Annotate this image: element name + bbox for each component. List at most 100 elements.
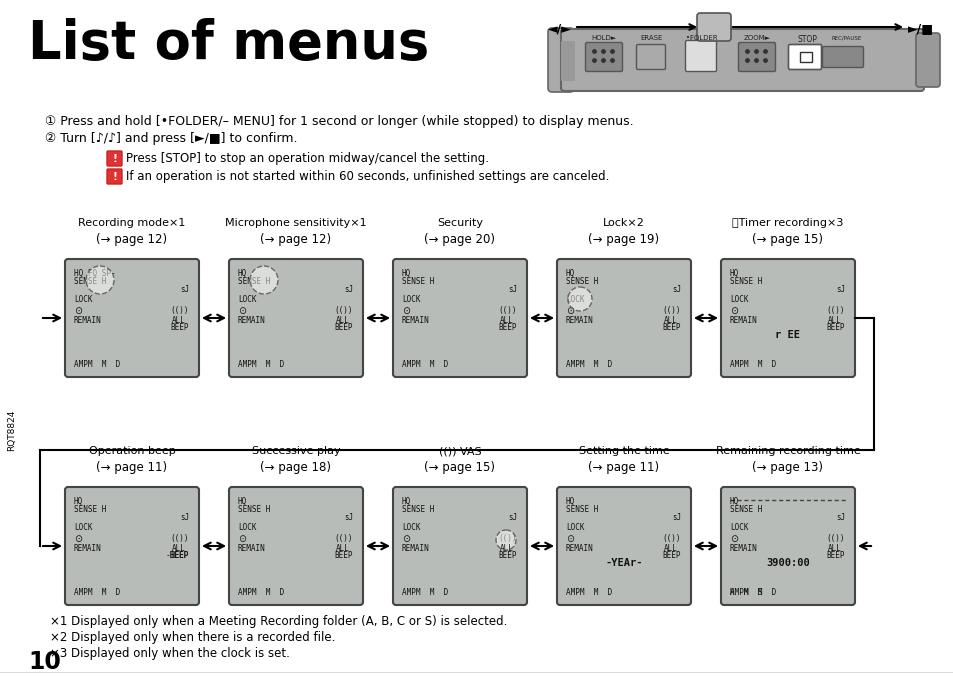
Circle shape: [567, 287, 592, 311]
Text: AMPM  M  D: AMPM M D: [401, 360, 448, 369]
Text: 10: 10: [28, 650, 61, 674]
Circle shape: [496, 530, 516, 550]
Text: ⊙: ⊙: [74, 534, 82, 544]
Text: AMPM  M  D: AMPM M D: [237, 588, 284, 597]
Text: ALL: ALL: [663, 544, 678, 553]
Text: SENSE H: SENSE H: [237, 277, 270, 286]
Text: ① Press and hold [•FOLDER/– MENU] for 1 second or longer (while stopped) to disp: ① Press and hold [•FOLDER/– MENU] for 1 …: [45, 115, 633, 128]
FancyBboxPatch shape: [821, 47, 862, 68]
Text: r EE: r EE: [775, 330, 800, 340]
Text: AMPM  M  D: AMPM M D: [74, 360, 120, 369]
Text: AMPM  M  D: AMPM M D: [237, 360, 284, 369]
FancyBboxPatch shape: [636, 45, 665, 70]
Text: (()): (()): [497, 306, 516, 315]
Text: sJ: sJ: [180, 513, 189, 522]
Text: LOCK: LOCK: [565, 523, 584, 532]
Text: BEEP: BEEP: [825, 323, 843, 332]
Text: HQ: HQ: [237, 497, 247, 506]
Text: •FOLDER: •FOLDER: [685, 35, 717, 41]
Text: BEEP: BEEP: [825, 551, 843, 560]
Text: !: !: [112, 171, 117, 181]
Text: -YEAr-: -YEAr-: [604, 558, 642, 568]
Text: !: !: [112, 154, 117, 164]
Text: (()): (()): [170, 534, 189, 543]
Text: HQ: HQ: [565, 497, 575, 506]
Text: ⊙: ⊙: [729, 534, 738, 544]
Text: SENSE H: SENSE H: [565, 277, 598, 286]
Text: LOCK: LOCK: [237, 523, 256, 532]
Text: HQ: HQ: [74, 497, 83, 506]
Text: ⊙: ⊙: [729, 306, 738, 316]
Text: AMPM  M  D: AMPM M D: [401, 588, 448, 597]
Text: REMAIN: REMAIN: [74, 316, 102, 325]
Text: (→ page 19): (→ page 19): [588, 233, 659, 246]
Text: (→ page 18): (→ page 18): [260, 461, 331, 474]
Text: sJ: sJ: [180, 285, 189, 294]
Circle shape: [250, 266, 277, 294]
Text: ⊙: ⊙: [237, 306, 246, 316]
Text: sJ: sJ: [507, 513, 517, 522]
Text: sJ: sJ: [507, 285, 517, 294]
Text: LOCK: LOCK: [565, 295, 584, 304]
Text: LOCK: LOCK: [401, 295, 420, 304]
FancyBboxPatch shape: [393, 487, 526, 605]
Text: REMAIN: REMAIN: [401, 544, 429, 553]
Text: BEEP: BEEP: [497, 551, 516, 560]
Text: REMAIN: REMAIN: [729, 544, 757, 553]
Text: sJ: sJ: [835, 285, 844, 294]
FancyBboxPatch shape: [65, 259, 199, 377]
Text: Recording mode×1: Recording mode×1: [78, 218, 186, 228]
Text: (()): (()): [334, 534, 352, 543]
Text: HQ: HQ: [729, 497, 739, 506]
Text: (→ page 15): (→ page 15): [424, 461, 495, 474]
Text: sJ: sJ: [671, 285, 680, 294]
Text: sJ: sJ: [344, 285, 353, 294]
Text: ◄/►: ◄/►: [547, 22, 571, 35]
Text: Operation beep: Operation beep: [89, 446, 175, 456]
Circle shape: [86, 266, 113, 294]
Text: REMAIN: REMAIN: [565, 544, 593, 553]
FancyBboxPatch shape: [800, 52, 811, 62]
Text: RQT8824: RQT8824: [8, 410, 16, 451]
Text: HQ: HQ: [565, 269, 575, 278]
Text: HQ: HQ: [401, 497, 411, 506]
Text: ⏲Timer recording×3: ⏲Timer recording×3: [732, 218, 842, 228]
FancyBboxPatch shape: [547, 28, 574, 92]
FancyBboxPatch shape: [560, 29, 923, 91]
Text: (→ page 20): (→ page 20): [424, 233, 495, 246]
Text: (()): (()): [825, 534, 843, 543]
Text: BEEP: BEEP: [497, 323, 516, 332]
Text: (→ page 13): (→ page 13): [752, 461, 822, 474]
Text: SENSE H: SENSE H: [565, 505, 598, 514]
Text: (()): (()): [497, 534, 516, 543]
Text: SENSE H: SENSE H: [401, 505, 434, 514]
Text: AMPM  M  D: AMPM M D: [565, 360, 612, 369]
Text: REMAIN: REMAIN: [729, 316, 757, 325]
Text: ALL: ALL: [499, 544, 514, 553]
FancyBboxPatch shape: [720, 259, 854, 377]
FancyBboxPatch shape: [560, 41, 575, 81]
Text: ►/■: ►/■: [907, 22, 933, 35]
Text: ×1 Displayed only when a Meeting Recording folder (A, B, C or S) is selected.: ×1 Displayed only when a Meeting Recordi…: [50, 615, 507, 628]
Text: ⊙: ⊙: [401, 306, 410, 316]
Text: ② Turn [♪/♪] and press [►/■] to confirm.: ② Turn [♪/♪] and press [►/■] to confirm.: [45, 132, 297, 145]
Text: (()): (()): [661, 534, 679, 543]
FancyBboxPatch shape: [557, 259, 690, 377]
Text: Microphone sensitivity×1: Microphone sensitivity×1: [225, 218, 366, 228]
FancyBboxPatch shape: [685, 41, 716, 72]
Text: HOLD►: HOLD►: [591, 35, 616, 41]
FancyBboxPatch shape: [788, 45, 821, 70]
Text: Lock×2: Lock×2: [602, 218, 644, 228]
Text: ⊙: ⊙: [74, 306, 82, 316]
Text: (()): (()): [334, 306, 352, 315]
Text: sJ: sJ: [344, 513, 353, 522]
Text: Successive play: Successive play: [252, 446, 340, 456]
Text: HQ: HQ: [237, 269, 247, 278]
Text: ×2 Displayed only when there is a recorded file.: ×2 Displayed only when there is a record…: [50, 631, 335, 644]
FancyBboxPatch shape: [65, 487, 199, 605]
Text: ⊙: ⊙: [401, 534, 410, 544]
Text: ⊙: ⊙: [565, 534, 574, 544]
Text: H  M  S: H M S: [729, 588, 776, 597]
Text: Setting the time: Setting the time: [578, 446, 669, 456]
Text: ⊙: ⊙: [565, 306, 574, 316]
